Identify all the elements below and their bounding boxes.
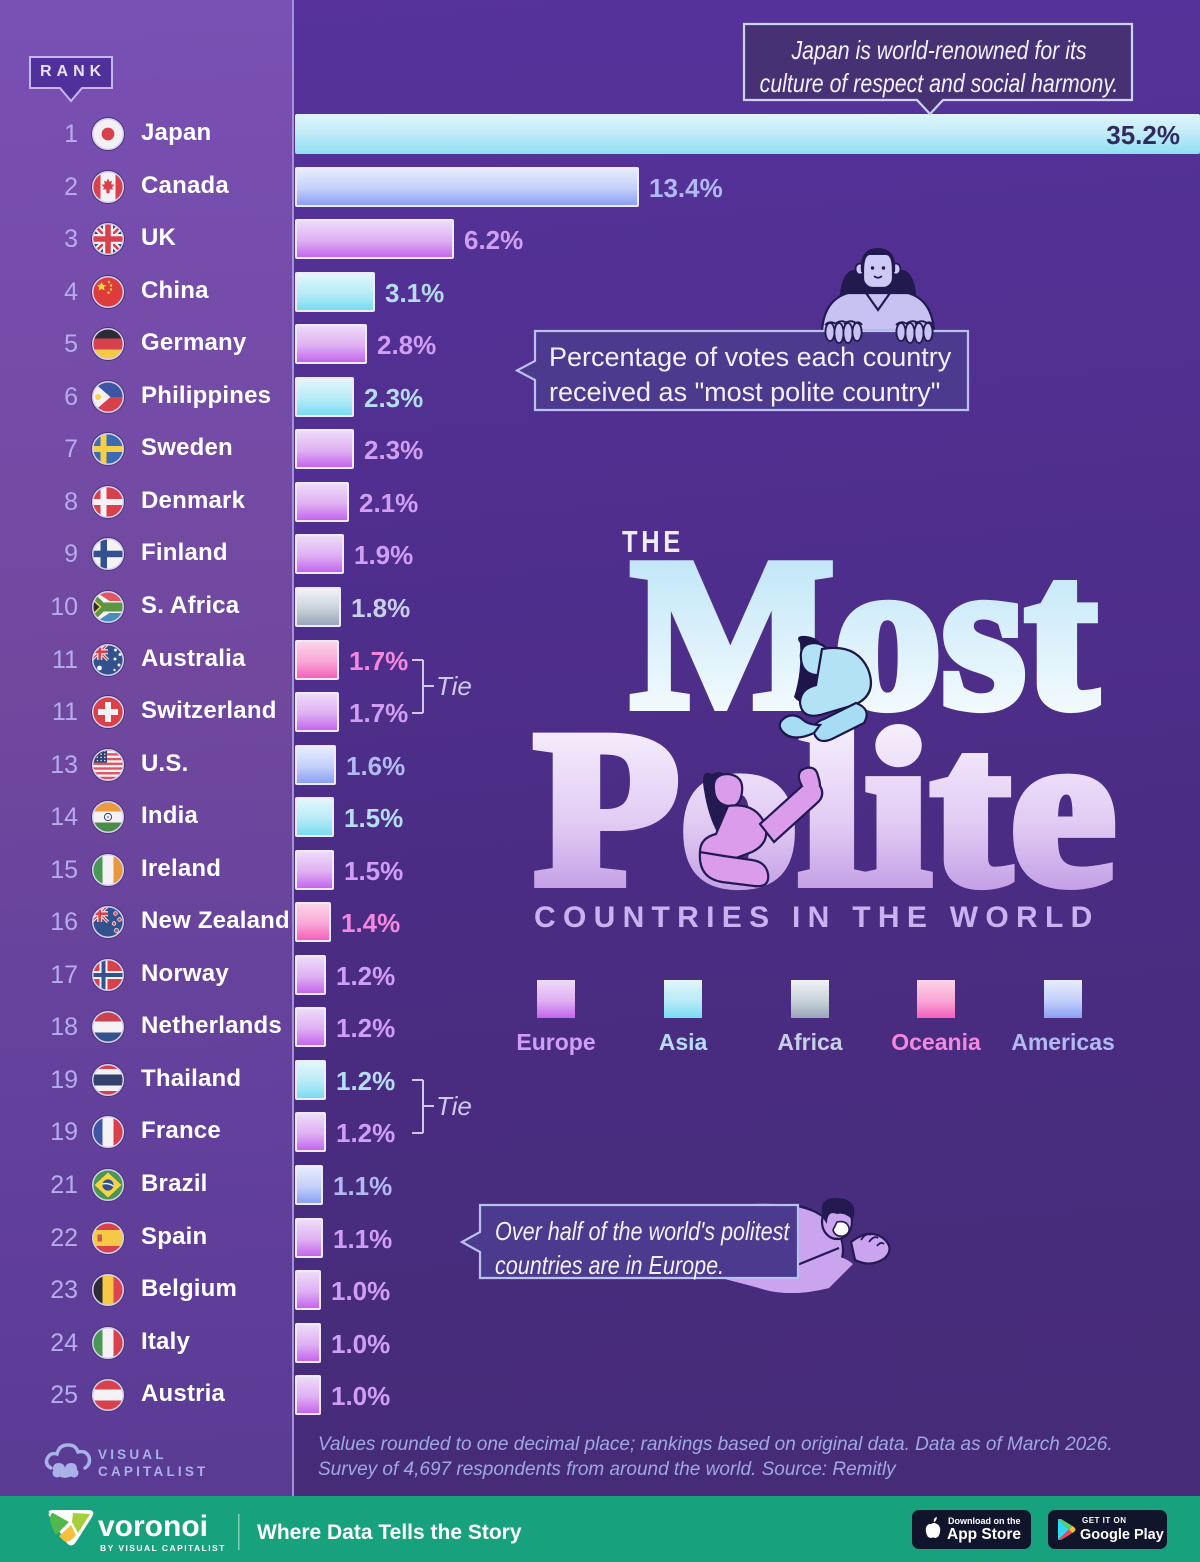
svg-text:voronoi: voronoi <box>98 1510 208 1543</box>
svg-text:BY VISUAL CAPITALIST: BY VISUAL CAPITALIST <box>100 1543 226 1553</box>
svg-text:GET IT ON: GET IT ON <box>1082 1516 1127 1525</box>
svg-text:CAPITALIST: CAPITALIST <box>98 1464 209 1479</box>
svg-text:Where Data Tells the Story: Where Data Tells the Story <box>257 1521 522 1544</box>
svg-text:Google Play: Google Play <box>1080 1527 1164 1543</box>
svg-text:VISUAL: VISUAL <box>98 1447 167 1462</box>
svg-text:App Store: App Store <box>947 1526 1021 1543</box>
svg-text:Download on the: Download on the <box>948 1516 1021 1526</box>
